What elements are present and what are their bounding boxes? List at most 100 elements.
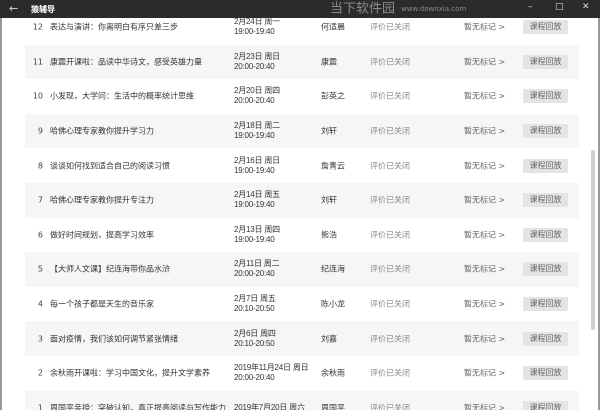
- lesson-title: 每一个孩子都是天生的音乐家: [50, 299, 154, 309]
- lesson-row: 9 哈佛心理专家教你提升学习力 2月18日 周二 19:00-19:40 刘轩 评…: [25, 113, 579, 149]
- lesson-row: 3 面对疫情，我们该如何调节紧张情绪 2月6日 周四 20:10-20:50 刘嘉…: [25, 321, 579, 356]
- lesson-teacher: 彭英之: [321, 91, 345, 101]
- lesson-time: 19:00-19:40: [234, 27, 275, 37]
- lesson-datetime: 2月18日 周二 19:00-19:40: [234, 121, 280, 141]
- lesson-teacher: 刘嘉: [321, 334, 337, 344]
- lesson-title: 表达与演讲：你离明白有序只差三步: [50, 22, 178, 32]
- replay-button[interactable]: 课程回放: [523, 331, 568, 346]
- lesson-time: 20:00-20:40: [234, 373, 275, 383]
- replay-button[interactable]: 课程回放: [523, 262, 568, 277]
- mark-link[interactable]: 暂无标记 >: [464, 57, 506, 67]
- mark-link[interactable]: 暂无标记 >: [464, 126, 506, 136]
- replay-button[interactable]: 课程回放: [523, 89, 568, 104]
- lesson-date: 2月11日 周二: [234, 259, 280, 269]
- mark-link[interactable]: 暂无标记 >: [464, 334, 506, 344]
- lesson-row: 11 康震开课啦：品读中华诗文，感受英雄力量 2月23日 周日 20:00-20:…: [25, 44, 579, 80]
- scrollbar[interactable]: [591, 150, 595, 330]
- lesson-time: 19:00-19:40: [234, 234, 275, 244]
- lesson-number: 5: [37, 264, 43, 274]
- evaluation-status: 评价已关闭: [370, 91, 410, 101]
- mark-link[interactable]: 暂无标记 >: [464, 230, 506, 240]
- lesson-number: 9: [37, 126, 43, 136]
- lesson-date: 2月23日 周日: [234, 51, 280, 61]
- lesson-datetime: 2月23日 周日 20:00-20:40: [234, 52, 280, 72]
- window-title: 猿辅导: [31, 5, 55, 14]
- replay-button[interactable]: 课程回放: [523, 227, 568, 242]
- lesson-datetime: 2月24日 周一 19:00-19:40: [234, 17, 280, 37]
- lesson-teacher: 周国平: [321, 403, 345, 410]
- lesson-number: 7: [37, 195, 43, 205]
- lesson-number: 11: [32, 57, 43, 67]
- mark-link[interactable]: 暂无标记 >: [464, 264, 506, 274]
- replay-button[interactable]: 课程回放: [523, 54, 568, 69]
- evaluation-status: 评价已关闭: [370, 299, 410, 309]
- mark-link[interactable]: 暂无标记 >: [464, 403, 506, 410]
- lesson-teacher: 詹青云: [321, 161, 345, 171]
- lesson-time: 20:00-20:40: [234, 61, 275, 71]
- lesson-date: 2月18日 周二: [234, 121, 280, 131]
- lesson-time: 19:00-19:40: [234, 165, 275, 175]
- lesson-time: 20:10-20:50: [234, 338, 275, 348]
- lesson-number: 6: [37, 230, 43, 240]
- lesson-number: 3: [37, 334, 43, 344]
- lesson-title: 周国平亲授：突破认知，真正提高阅读与写作能力: [50, 403, 226, 410]
- lesson-teacher: 熊浩: [321, 230, 337, 240]
- lesson-title: 小发现，大学问：生活中的概率统计思维: [50, 91, 194, 101]
- lesson-row: 12 表达与演讲：你离明白有序只差三步 2月24日 周一 19:00-19:40 …: [25, 10, 579, 45]
- lesson-date: 2月16日 周日: [234, 155, 280, 165]
- lesson-number: 8: [37, 161, 43, 171]
- mark-link[interactable]: 暂无标记 >: [464, 195, 506, 205]
- replay-button[interactable]: 课程回放: [523, 124, 568, 139]
- replay-button[interactable]: 课程回放: [523, 366, 568, 381]
- maximize-icon[interactable]: □: [555, 2, 564, 12]
- lesson-title: 余秋雨开课啦：学习中国文化，提升文学素养: [50, 368, 210, 378]
- lesson-datetime: 2月11日 周二 20:00-20:40: [234, 259, 280, 279]
- lesson-title: 做好时间规划，提高学习效率: [50, 230, 154, 240]
- evaluation-status: 评价已关闭: [370, 264, 410, 274]
- lesson-number: 1: [37, 403, 43, 410]
- lesson-title: 【大师人文课】纪连海带你品水浒: [50, 264, 170, 274]
- title-bar: ← 猿辅导 当下软件园 www.downxia.com – □ ✕: [0, 0, 600, 18]
- minimize-icon[interactable]: –: [528, 2, 533, 12]
- lesson-datetime: 2019年11月24日 周日 20:00-20:40: [234, 363, 309, 383]
- watermark: 当下软件园 www.downxia.com: [330, 1, 466, 18]
- close-icon[interactable]: ✕: [582, 2, 590, 12]
- lesson-row: 4 每一个孩子都是天生的音乐家 2月7日 周五 20:10-20:50 陈小龙 评…: [25, 287, 579, 322]
- mark-link[interactable]: 暂无标记 >: [464, 368, 506, 378]
- lesson-row: 7 哈佛心理专家教你提升专注力 2月14日 周五 19:00-19:40 刘轩 评…: [25, 183, 579, 218]
- lesson-date: 2019年11月24日 周日: [234, 363, 309, 373]
- mark-link[interactable]: 暂无标记 >: [464, 299, 506, 309]
- lesson-date: 2月7日 周五: [234, 294, 276, 304]
- lesson-teacher: 陈小龙: [321, 299, 345, 309]
- lesson-row: 8 谈谈如何找到适合自己的阅读习惯 2月16日 周日 19:00-19:40 詹青…: [25, 148, 579, 183]
- lesson-datetime: 2月14日 周五 19:00-19:40: [234, 190, 280, 210]
- lesson-row: 1 周国平亲授：突破认知，真正提高阅读与写作能力 2019年7月20日 周六 周…: [25, 390, 579, 410]
- lesson-title: 面对疫情，我们该如何调节紧张情绪: [50, 334, 178, 344]
- arrow-left-icon[interactable]: ←: [9, 2, 19, 15]
- evaluation-status: 评价已关闭: [370, 334, 410, 344]
- lesson-teacher: 纪连海: [321, 264, 345, 274]
- lesson-number: 4: [37, 299, 43, 309]
- lesson-date: 2月14日 周五: [234, 190, 280, 200]
- lesson-teacher: 何适晨: [321, 22, 345, 32]
- lesson-time: 19:00-19:40: [234, 131, 275, 141]
- replay-button[interactable]: 课程回放: [523, 297, 568, 312]
- replay-button[interactable]: 课程回放: [523, 20, 568, 35]
- evaluation-status: 评价已关闭: [370, 195, 410, 205]
- evaluation-status: 评价已关闭: [370, 57, 410, 67]
- lesson-date: 2月6日 周四: [234, 328, 276, 338]
- lesson-teacher: 刘轩: [321, 195, 337, 205]
- lesson-title: 哈佛心理专家教你提升学习力: [50, 126, 154, 136]
- mark-link[interactable]: 暂无标记 >: [464, 161, 506, 171]
- evaluation-status: 评价已关闭: [370, 22, 410, 32]
- mark-link[interactable]: 暂无标记 >: [464, 91, 506, 101]
- evaluation-status: 评价已关闭: [370, 126, 410, 136]
- evaluation-status: 评价已关闭: [370, 368, 410, 378]
- lesson-row: 5 【大师人文课】纪连海带你品水浒 2月11日 周二 20:00-20:40 纪连…: [25, 252, 579, 287]
- replay-button[interactable]: 课程回放: [523, 193, 568, 208]
- lesson-datetime: 2月16日 周日 19:00-19:40: [234, 156, 280, 176]
- evaluation-status: 评价已关闭: [370, 230, 410, 240]
- replay-button[interactable]: 课程回放: [523, 400, 568, 410]
- mark-link[interactable]: 暂无标记 >: [464, 22, 506, 32]
- replay-button[interactable]: 课程回放: [523, 158, 568, 173]
